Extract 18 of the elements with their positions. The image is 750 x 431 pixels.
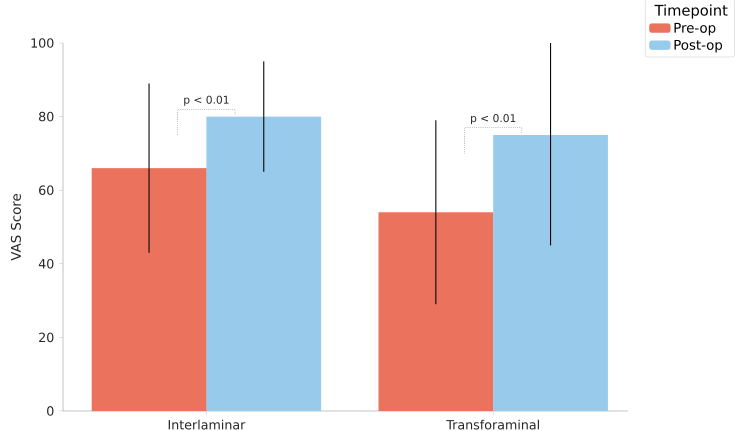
bar <box>493 134 608 411</box>
y-axis-title: VAS Score <box>10 194 21 261</box>
annotation: p < 0.01 <box>184 96 229 106</box>
y-tick-label: 20 <box>39 332 54 342</box>
bar <box>206 116 322 411</box>
y-tick-label: 100 <box>32 38 54 48</box>
legend-label: Post-op <box>674 40 722 52</box>
legend-label: Pre-op <box>674 22 716 36</box>
y-tick-label: 80 <box>39 112 54 122</box>
x-tick-label: Interlaminar <box>168 420 246 430</box>
bar <box>92 168 206 411</box>
y-tick-label: 0 <box>47 406 54 416</box>
legend-title: Timepoint <box>654 4 728 19</box>
x-tick-label: Transforaminal <box>446 420 539 430</box>
y-tick-label: 40 <box>38 258 54 269</box>
bar <box>378 212 494 411</box>
y-tick-label: 60 <box>39 185 54 195</box>
annotation: p < 0.01 <box>471 114 516 124</box>
